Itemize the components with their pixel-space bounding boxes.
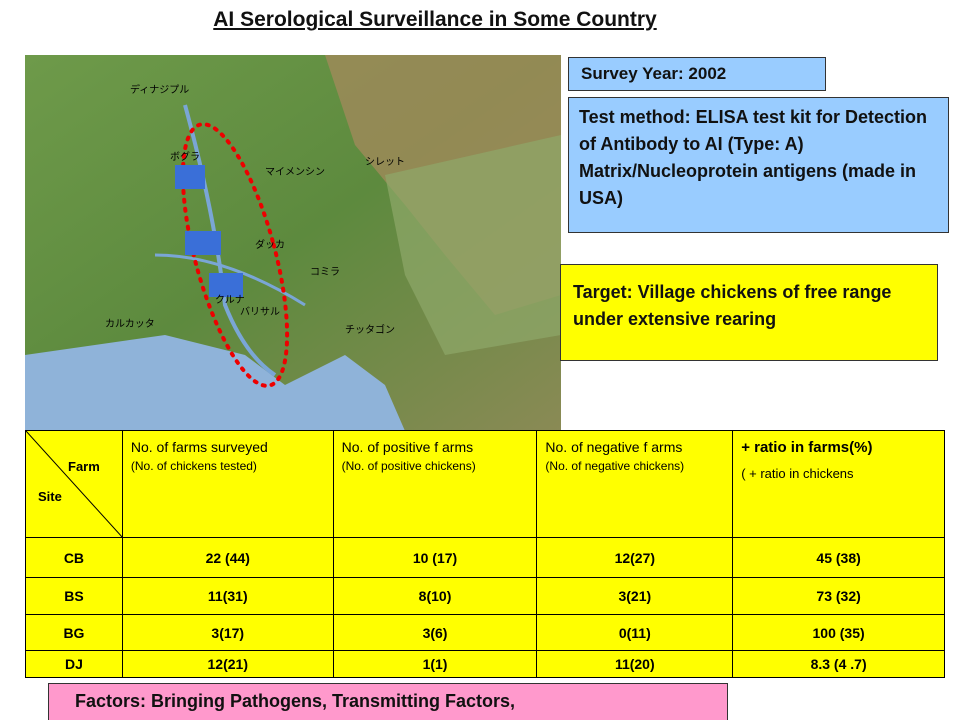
survey-year-box: Survey Year: 2002: [568, 57, 826, 91]
table-cell: 8(10): [332, 577, 538, 615]
test-method-box: Test method: ELISA test kit for Detectio…: [568, 97, 949, 233]
corner-top: Farm: [68, 459, 100, 474]
map-label: ディナジプル: [130, 83, 189, 96]
table-row: BG 3(17) 3(6) 0(11) 100 (35): [25, 614, 945, 651]
header-cell: No. of negative f arms (No. of negative c…: [536, 430, 734, 538]
table-cell: 11(31): [121, 577, 334, 615]
factors-box: Factors: Bringing Pathogens, Transmittin…: [48, 683, 728, 720]
table-cell: 3(6): [332, 614, 538, 651]
table-cell: 12(27): [536, 537, 734, 578]
header-main: No. of negative f arms: [545, 439, 683, 455]
map: ディナジプル ボグラ ダッカ クルナ バリサル チッタゴン マイメンシン シレッ…: [25, 55, 561, 431]
table-cell: 0(11): [536, 614, 734, 651]
table-cell: 100 (35): [732, 614, 945, 651]
header-cell: No. of farms surveyed (No. of chickens te…: [121, 430, 334, 538]
table-cell: 45 (38): [732, 537, 945, 578]
results-table: Farm Site No. of farms surveyed (No. of c…: [25, 430, 945, 678]
map-label: マイメンシン: [265, 167, 325, 178]
table-row: BS 11(31) 8(10) 3(21) 73 (32): [25, 577, 945, 615]
header-row: Farm Site No. of farms surveyed (No. of c…: [25, 430, 945, 538]
table-cell: 3(17): [121, 614, 334, 651]
table-cell: BG: [25, 614, 123, 651]
map-label: バリサル: [240, 306, 280, 318]
corner-cell: Farm Site: [25, 430, 123, 538]
header-sub: ( + ratio in chickens: [741, 466, 854, 481]
table-cell: 12(21): [121, 650, 334, 678]
header-main: + ratio in farms(%): [741, 439, 873, 456]
table-cell: 73 (32): [732, 577, 945, 615]
map-label: チッタゴン: [345, 323, 395, 336]
table-cell: 11(20): [536, 650, 734, 678]
table-row: DJ 12(21) 1(1) 11(20) 8.3 (4 .7): [25, 650, 945, 678]
table-body: Farm Site No. of farms surveyed (No. of c…: [25, 430, 945, 678]
table-cell: 22 (44): [121, 537, 334, 578]
map-label: シレット: [365, 157, 405, 168]
table-row: CB 22 (44) 10 (17) 12(27) 45 (38): [25, 537, 945, 578]
map-label: クルナ: [215, 294, 245, 306]
table-cell: BS: [25, 577, 123, 615]
header-sub: (No. of negative chickens): [545, 459, 685, 473]
header-main: No. of positive f arms: [341, 439, 474, 455]
header-main: No. of farms surveyed: [130, 439, 268, 455]
title: AI Serological Surveillance in Some Coun…: [213, 8, 657, 31]
map-label: コミラ: [310, 266, 340, 278]
header-sub: (No. of positive chickens): [341, 459, 476, 473]
target-box: Target: Village chickens of free range u…: [560, 264, 938, 361]
header-sub: (No. of chickens tested): [130, 459, 257, 473]
table-cell: 3(21): [536, 577, 734, 615]
table-cell: 1(1): [332, 650, 538, 678]
header-cell: No. of positive f arms (No. of positive c…: [332, 430, 538, 538]
map-label: ボグラ: [170, 150, 200, 163]
header-cell: + ratio in farms(%) ( + ratio in chickens: [732, 430, 945, 538]
map-label: カルカッタ: [105, 318, 155, 330]
corner-bottom: Site: [38, 489, 62, 504]
map-label: ダッカ: [255, 238, 285, 251]
table-cell: 10 (17): [332, 537, 538, 578]
table-cell: DJ: [25, 650, 123, 678]
diagonal: [26, 431, 123, 538]
table-cell: CB: [25, 537, 123, 578]
table-cell: 8.3 (4 .7): [732, 650, 945, 678]
